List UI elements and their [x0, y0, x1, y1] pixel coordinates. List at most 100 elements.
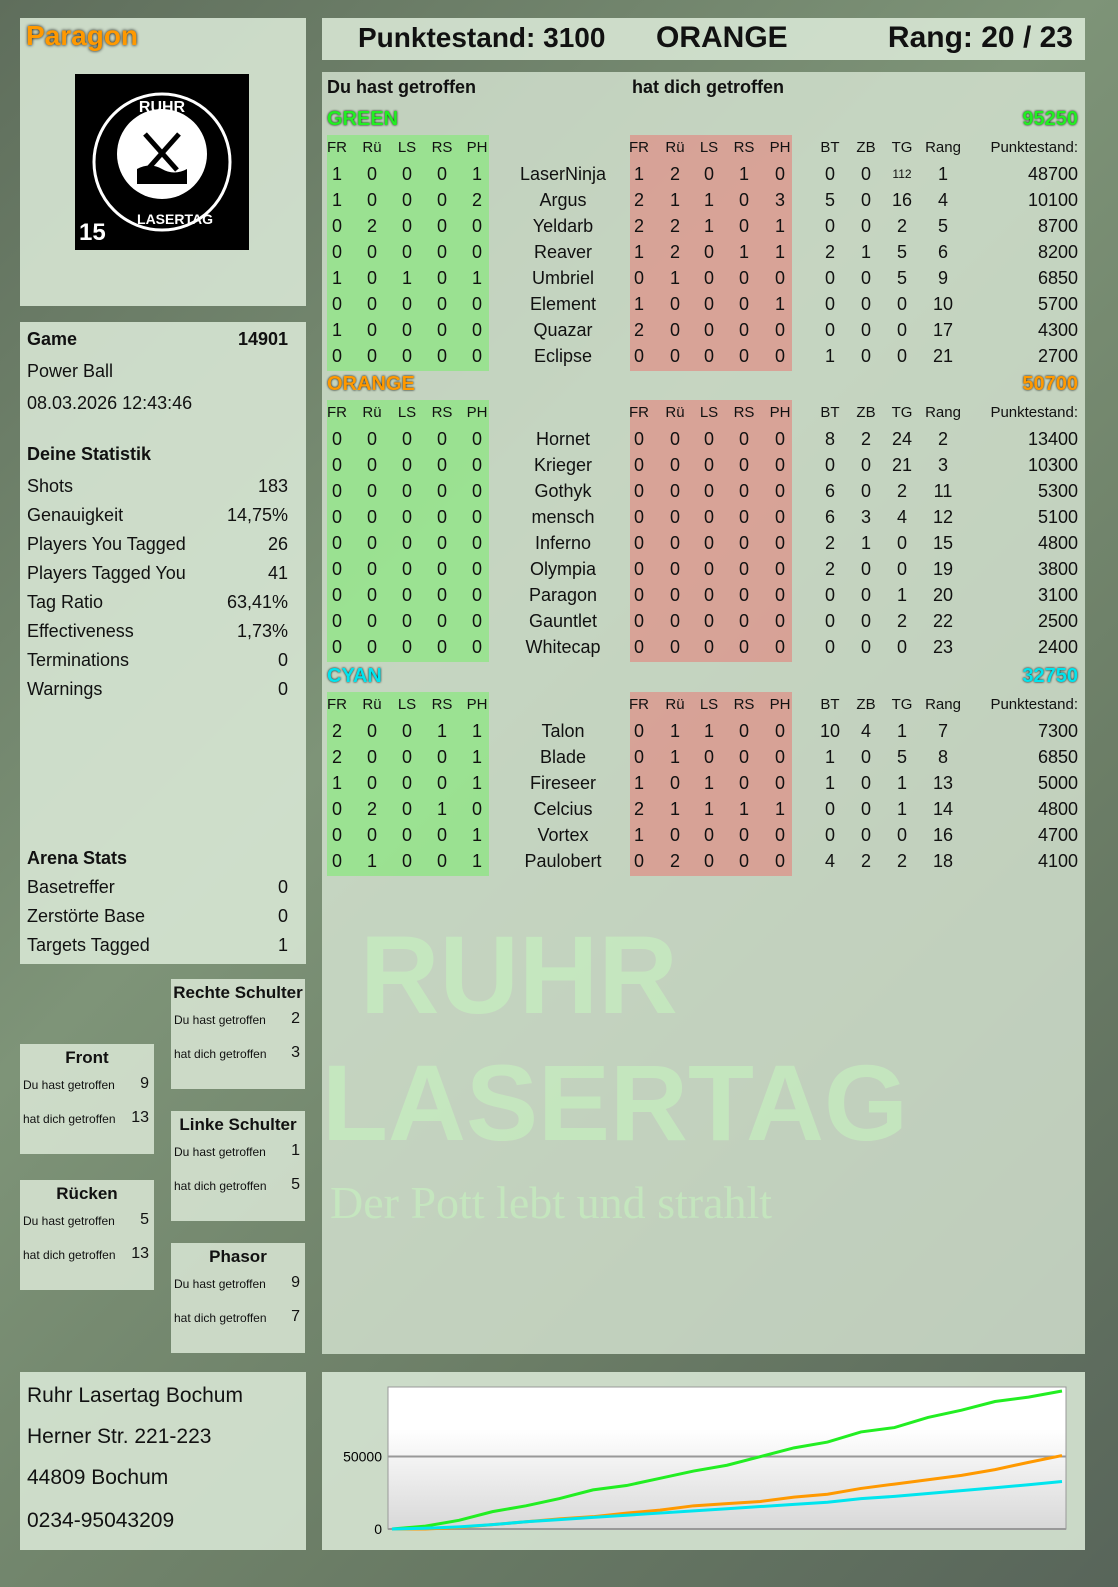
stats-title: Deine Statistik	[27, 444, 152, 464]
you-hit-cell: 0	[436, 747, 447, 767]
player-stat: 8	[824, 429, 835, 449]
stats-panel: Game 14901 Power Ball 08.03.2026 12:43:4…	[20, 322, 306, 964]
player-score: 6850	[1037, 747, 1078, 767]
hit-you-cell: 0	[633, 481, 644, 501]
player-stat: 0	[860, 637, 871, 657]
player-stat: 1	[860, 533, 871, 553]
player-stat: 5	[824, 190, 835, 210]
player-name: Olympia	[529, 559, 596, 579]
zone-got-label: hat dich getroffen	[23, 1248, 116, 1262]
stat-label: Genauigkeit	[27, 505, 124, 525]
column-header: BT	[820, 696, 840, 713]
you-hit-cell: 0	[471, 585, 482, 605]
column-header: FR	[629, 404, 649, 421]
hit-you-cell: 0	[633, 611, 644, 631]
player-score: 7300	[1037, 721, 1078, 741]
hit-you-cell: 0	[669, 533, 680, 553]
arena-stat-value: 1	[277, 935, 288, 955]
hit-you-block	[630, 135, 792, 371]
player-stat: 0	[860, 585, 871, 605]
player-stat: 112	[892, 167, 912, 181]
hit-you-cell: 0	[703, 481, 714, 501]
hit-you-cell: 0	[633, 533, 644, 553]
player-score: 5000	[1037, 773, 1078, 793]
address-panel: Ruhr Lasertag Bochum Herner Str. 221-223…	[20, 1372, 306, 1550]
player-score: 8200	[1037, 242, 1078, 262]
player-stat: 12	[932, 507, 954, 527]
you-hit-cell: 0	[401, 216, 412, 236]
hit-you-cell: 0	[738, 851, 749, 871]
player-stat: 20	[932, 585, 954, 605]
hit-you-cell: 1	[703, 799, 714, 819]
you-hit-cell: 0	[366, 773, 377, 793]
player-stat: 6	[824, 481, 835, 501]
logo-icon: RUHR LASERTAG 15	[79, 92, 232, 246]
stat-label: Effectiveness	[27, 621, 134, 641]
player-stat: 4	[896, 507, 907, 527]
stat-value: 183	[257, 476, 288, 496]
hit-you-cell: 0	[738, 294, 749, 314]
hit-you-cell: 2	[669, 851, 680, 871]
stat-value: 0	[277, 650, 288, 670]
you-hit-cell: 1	[401, 268, 412, 288]
you-hit-cell: 1	[331, 190, 342, 210]
player-stat: 0	[824, 268, 835, 288]
zone-got-label: hat dich getroffen	[174, 1311, 267, 1325]
score-label: Punktestand: 3100	[358, 22, 606, 53]
player-stat: 2	[896, 481, 907, 501]
logo-number: 15	[79, 219, 106, 246]
column-header: FR	[629, 139, 649, 156]
player-name: Whitecap	[525, 637, 601, 657]
svg-text:LASERTAG: LASERTAG	[137, 211, 213, 227]
hit-you-cell: 0	[703, 507, 714, 527]
player-stat: 5	[937, 216, 948, 236]
column-header: TG	[891, 696, 913, 713]
you-hit-cell: 1	[331, 773, 342, 793]
player-stat: 21	[932, 346, 954, 366]
you-hit-cell: 0	[401, 294, 412, 314]
you-hit-cell: 0	[471, 216, 482, 236]
player-stat: 0	[896, 637, 907, 657]
stat-label: Tag Ratio	[27, 592, 104, 612]
you-hit-cell: 0	[436, 533, 447, 553]
you-hit-cell: 0	[331, 429, 342, 449]
hit-you-cell: 1	[669, 268, 680, 288]
you-hit-cell: 0	[331, 585, 342, 605]
player-stat: 0	[860, 346, 871, 366]
player-stat: 0	[824, 164, 835, 184]
player-score: 4800	[1037, 799, 1078, 819]
column-header: Punktestand:	[990, 139, 1078, 156]
hit-you-cell: 0	[669, 585, 680, 605]
y-tick-label: 50000	[343, 1449, 382, 1465]
column-header: PH	[466, 139, 488, 156]
hit-you-cell: 1	[703, 773, 714, 793]
column-header: PH	[466, 404, 488, 421]
you-hit-cell: 0	[471, 346, 482, 366]
player-name: Element	[529, 294, 597, 314]
hit-you-cell: 0	[633, 507, 644, 527]
you-hit-heading: Du hast getroffen	[327, 77, 477, 97]
player-stat: 13	[932, 773, 954, 793]
hit-you-cell: 0	[738, 268, 749, 288]
hit-you-cell: 0	[738, 585, 749, 605]
player-stat: 14	[932, 799, 954, 819]
player-stat: 0	[824, 611, 835, 631]
hit-you-cell: 0	[774, 481, 785, 501]
you-hit-cell: 0	[331, 242, 342, 262]
column-header: PH	[769, 139, 791, 156]
you-hit-cell: 0	[366, 747, 377, 767]
zone-got-value: 3	[291, 1044, 300, 1061]
zone-got-value: 13	[131, 1109, 149, 1126]
stat-label: Players Tagged You	[27, 563, 186, 583]
you-hit-cell: 0	[436, 190, 447, 210]
hit-you-cell: 0	[633, 268, 644, 288]
player-stat: 1	[824, 747, 835, 767]
you-hit-cell: 0	[436, 242, 447, 262]
arena-stat-value: 0	[277, 906, 288, 926]
y-tick-label: 0	[374, 1521, 382, 1537]
you-hit-cell: 2	[366, 216, 377, 236]
you-hit-cell: 0	[331, 851, 342, 871]
hit-you-cell: 0	[669, 320, 680, 340]
player-score: 3100	[1037, 585, 1078, 605]
you-hit-cell: 2	[366, 799, 377, 819]
